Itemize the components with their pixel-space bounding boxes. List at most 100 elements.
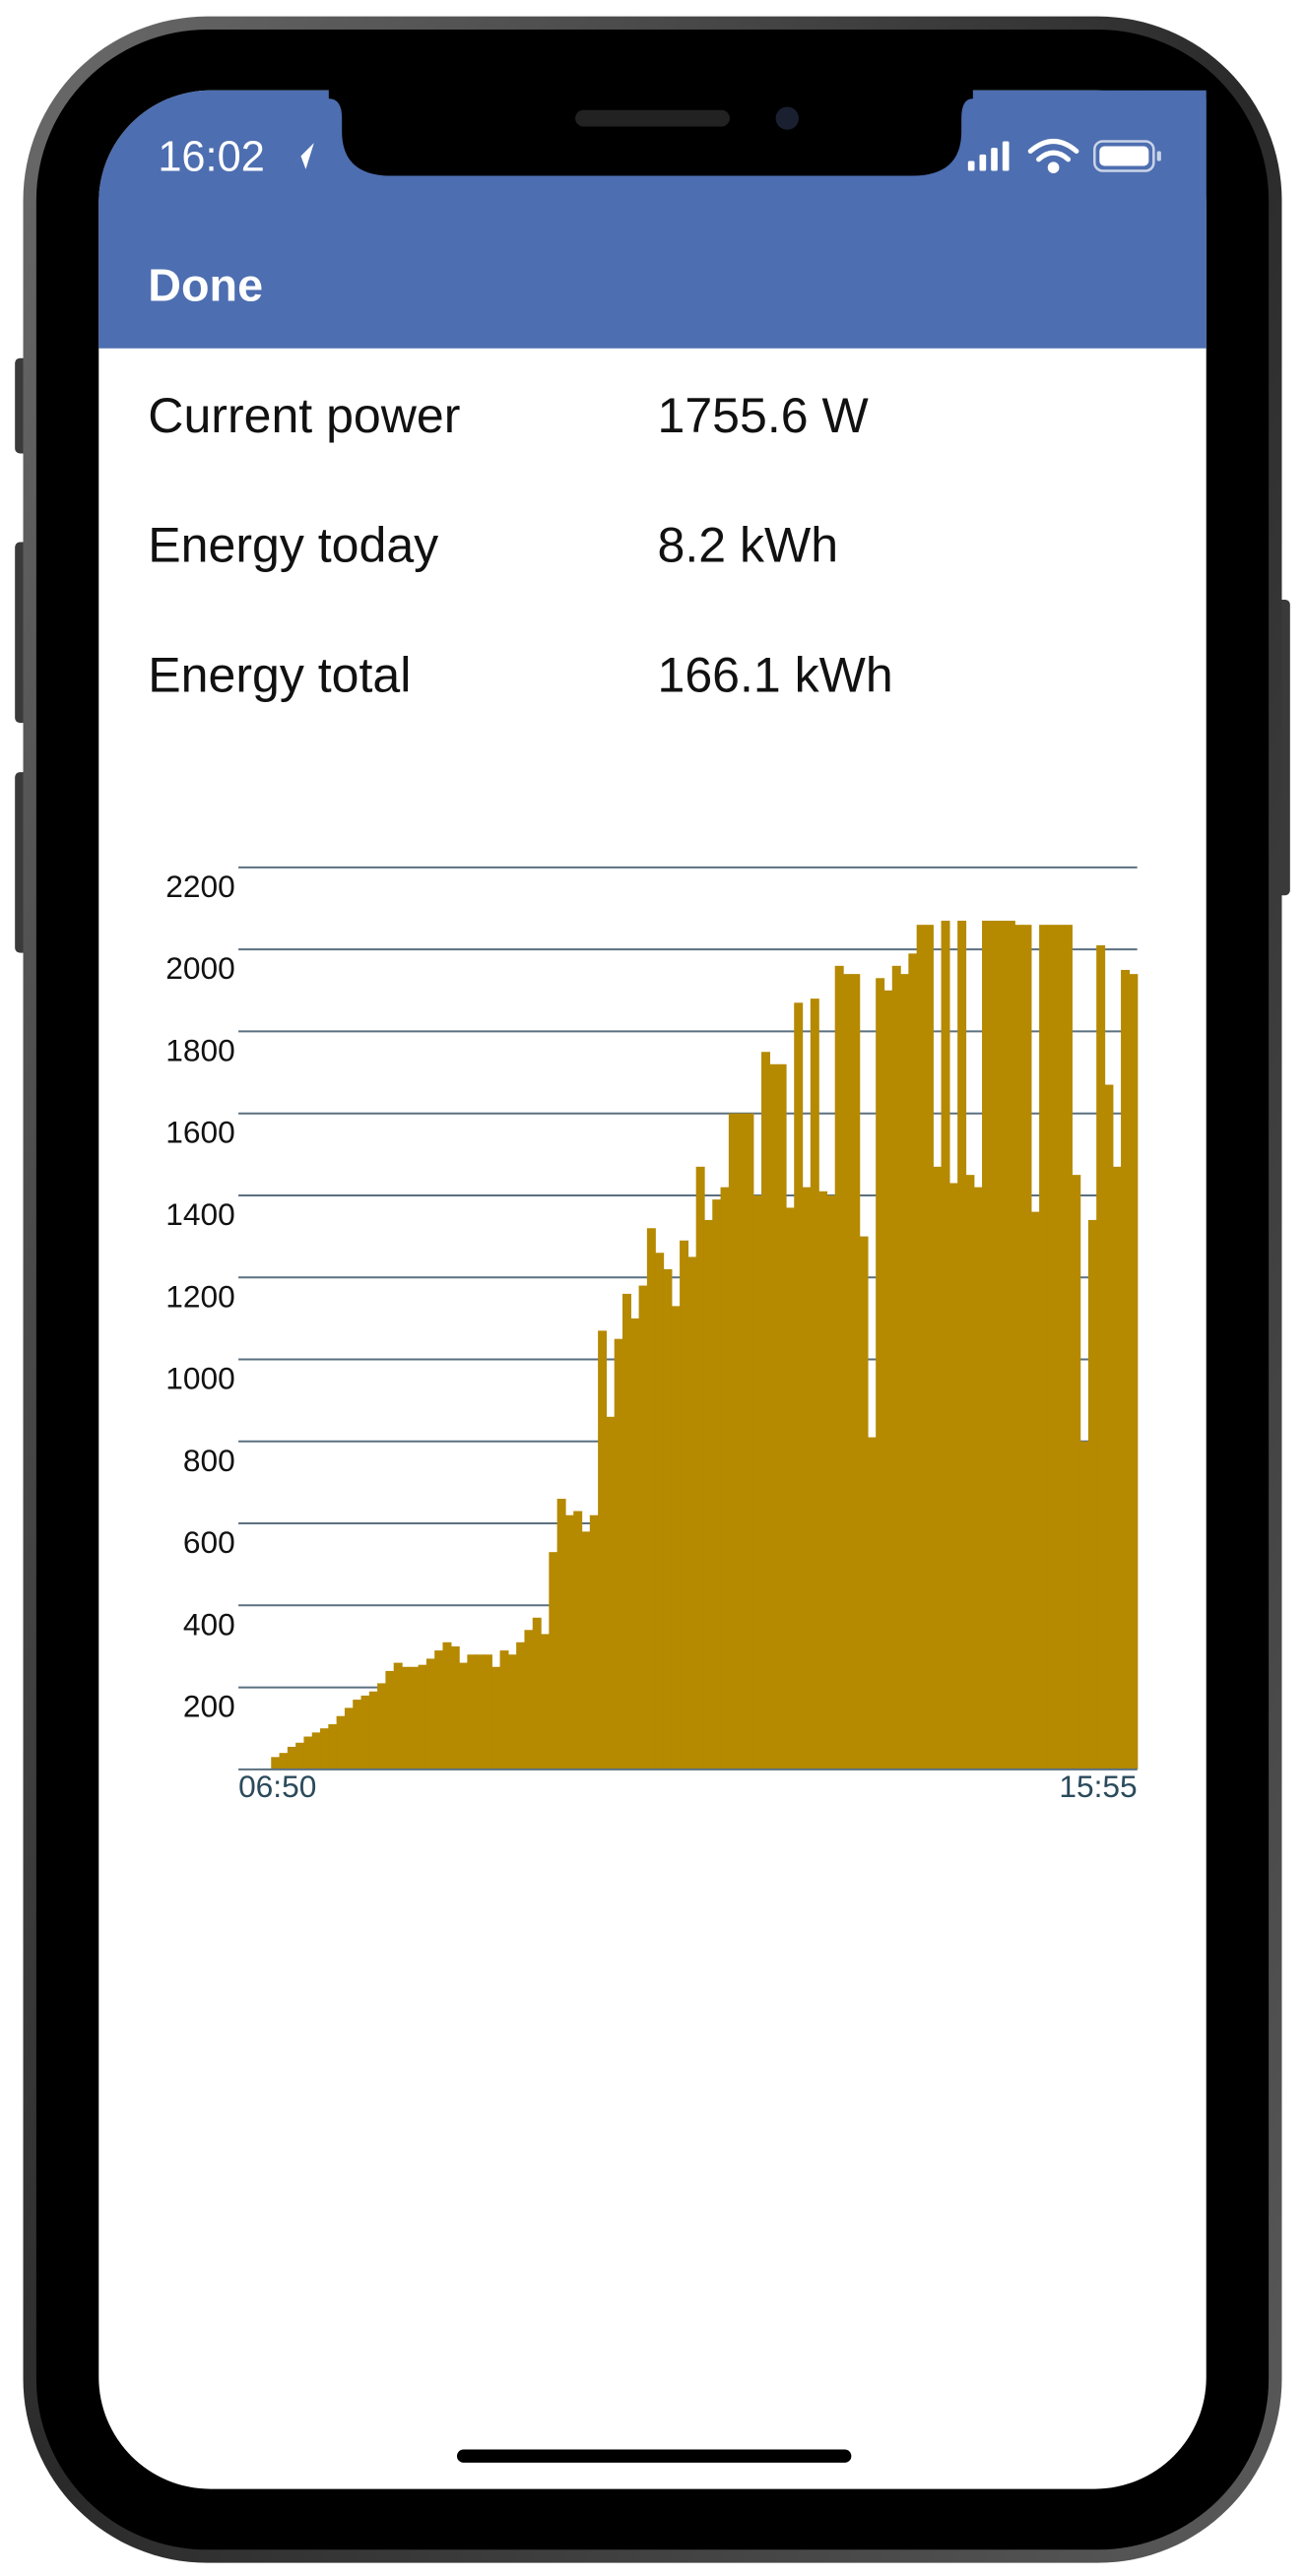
bar bbox=[982, 921, 992, 1770]
row-label: Current power bbox=[148, 388, 460, 443]
bar bbox=[908, 953, 918, 1770]
x-tick-label: 15:55 bbox=[1059, 1769, 1137, 1804]
location-icon bbox=[289, 143, 314, 169]
bar bbox=[1022, 925, 1032, 1770]
bar bbox=[826, 1194, 836, 1770]
bar bbox=[965, 1175, 975, 1770]
bar bbox=[344, 1707, 354, 1770]
bar bbox=[933, 1166, 943, 1770]
bar bbox=[655, 1253, 665, 1770]
bar bbox=[499, 1650, 509, 1770]
row-value: 8.2 kWh bbox=[658, 518, 839, 573]
bar bbox=[1129, 974, 1139, 1770]
bar bbox=[573, 1511, 583, 1770]
bar bbox=[924, 925, 934, 1770]
bar bbox=[507, 1654, 517, 1770]
row-label: Energy total bbox=[148, 647, 411, 702]
bar bbox=[614, 1338, 623, 1770]
bar bbox=[336, 1715, 346, 1770]
bar bbox=[1030, 1211, 1040, 1770]
bar bbox=[467, 1654, 477, 1770]
bar bbox=[1055, 925, 1065, 1770]
x-tick-label: 06:50 bbox=[238, 1769, 316, 1804]
bar bbox=[859, 1236, 869, 1770]
bar bbox=[663, 1268, 673, 1770]
bar bbox=[401, 1666, 411, 1770]
info-rows: Current power 1755.6 W Energy today 8.2 kWh… bbox=[148, 388, 892, 703]
bar bbox=[687, 1256, 697, 1770]
row-label: Energy today bbox=[148, 518, 438, 573]
y-tick-label: 2000 bbox=[165, 950, 235, 986]
bar bbox=[1039, 925, 1049, 1770]
bar bbox=[360, 1695, 370, 1770]
bar bbox=[720, 1187, 730, 1770]
bar bbox=[843, 974, 852, 1770]
bar bbox=[646, 1228, 656, 1770]
bar bbox=[703, 1219, 713, 1770]
bar bbox=[311, 1732, 321, 1770]
bar bbox=[516, 1642, 526, 1770]
y-tick-label: 600 bbox=[183, 1524, 235, 1560]
y-tick-label: 800 bbox=[183, 1443, 235, 1478]
bar bbox=[564, 1514, 574, 1770]
bar bbox=[769, 1063, 779, 1770]
bar bbox=[410, 1666, 420, 1770]
bar bbox=[957, 921, 967, 1770]
bar bbox=[425, 1658, 435, 1770]
wifi-icon bbox=[1027, 138, 1079, 174]
bar bbox=[794, 1002, 804, 1770]
bar bbox=[810, 998, 819, 1770]
bar bbox=[638, 1285, 648, 1770]
bar bbox=[777, 1063, 787, 1770]
bar bbox=[581, 1531, 591, 1770]
bar bbox=[549, 1552, 558, 1770]
bar bbox=[990, 921, 1000, 1770]
bar bbox=[450, 1645, 460, 1770]
bar bbox=[745, 1113, 754, 1770]
home-indicator bbox=[456, 2449, 852, 2463]
bar bbox=[1112, 1166, 1122, 1770]
bar bbox=[1014, 925, 1024, 1770]
signal-icon bbox=[967, 141, 1010, 171]
y-tick-label: 1800 bbox=[165, 1032, 235, 1067]
bar bbox=[761, 1052, 771, 1770]
bar bbox=[802, 1187, 812, 1770]
status-time: 16:02 bbox=[158, 134, 265, 181]
bar bbox=[621, 1293, 631, 1770]
bar bbox=[491, 1666, 501, 1770]
bar bbox=[851, 974, 861, 1770]
bar bbox=[385, 1670, 395, 1770]
bar bbox=[867, 1437, 877, 1770]
bar bbox=[434, 1650, 444, 1770]
bar bbox=[941, 921, 950, 1770]
bar bbox=[834, 965, 844, 1770]
y-tick-label: 200 bbox=[183, 1689, 235, 1724]
bar bbox=[368, 1691, 378, 1770]
bar bbox=[303, 1736, 313, 1770]
bar bbox=[1047, 925, 1057, 1770]
bar bbox=[998, 921, 1008, 1770]
bar bbox=[712, 1199, 722, 1770]
bar bbox=[900, 974, 910, 1770]
bar bbox=[287, 1746, 296, 1770]
bar bbox=[524, 1630, 534, 1770]
bar bbox=[377, 1683, 387, 1770]
bar bbox=[695, 1166, 705, 1770]
bar bbox=[728, 1113, 738, 1770]
bar bbox=[606, 1416, 616, 1770]
bar bbox=[532, 1617, 542, 1770]
bar bbox=[353, 1700, 362, 1770]
bar bbox=[1064, 925, 1073, 1770]
bar bbox=[598, 1330, 608, 1770]
battery-icon bbox=[1093, 140, 1161, 172]
bar bbox=[1006, 921, 1015, 1770]
bar bbox=[320, 1728, 329, 1770]
bar bbox=[1087, 1219, 1097, 1770]
bar bbox=[680, 1240, 689, 1770]
bar bbox=[295, 1742, 305, 1770]
bar bbox=[891, 965, 901, 1770]
done-button[interactable]: Done bbox=[148, 259, 263, 310]
bar bbox=[630, 1318, 640, 1770]
bar bbox=[883, 990, 893, 1770]
